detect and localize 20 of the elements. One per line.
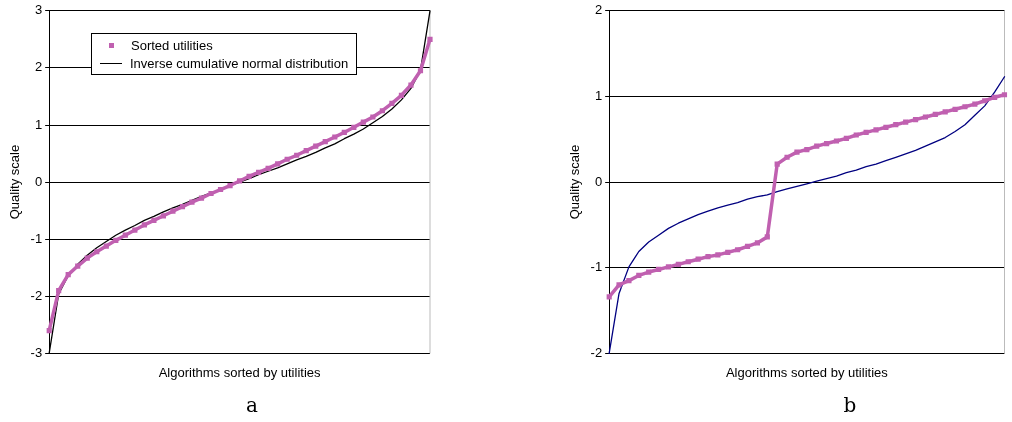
y-tick-label: -2 [590,344,603,360]
y-tick-label: -1 [590,259,603,275]
legend-label: Sorted utilities [131,37,213,53]
text: b [842,393,858,417]
y-tick-label: 3 [34,2,43,18]
y-tick-label: 1 [594,88,603,104]
y-tick-label: 1 [34,116,43,132]
x-axis-title: Algorithms sorted by utilities [158,364,321,380]
text: a [245,393,259,417]
y-tick-label: 2 [594,2,603,18]
legend-label: Inverse cumulative normal distribution [130,55,349,71]
y-tick-label: 2 [34,59,43,75]
y-axis-title: Quality scale [7,144,23,220]
y-tick-label: -1 [30,230,43,246]
y-tick-label: -2 [30,287,43,303]
x-axis-title: Algorithms sorted by utilities [725,364,889,380]
y-tick-label: 0 [594,173,603,189]
y-tick-label: -3 [30,344,43,360]
y-tick-label: 0 [34,173,43,189]
y-axis-title: Quality scale [567,144,583,220]
